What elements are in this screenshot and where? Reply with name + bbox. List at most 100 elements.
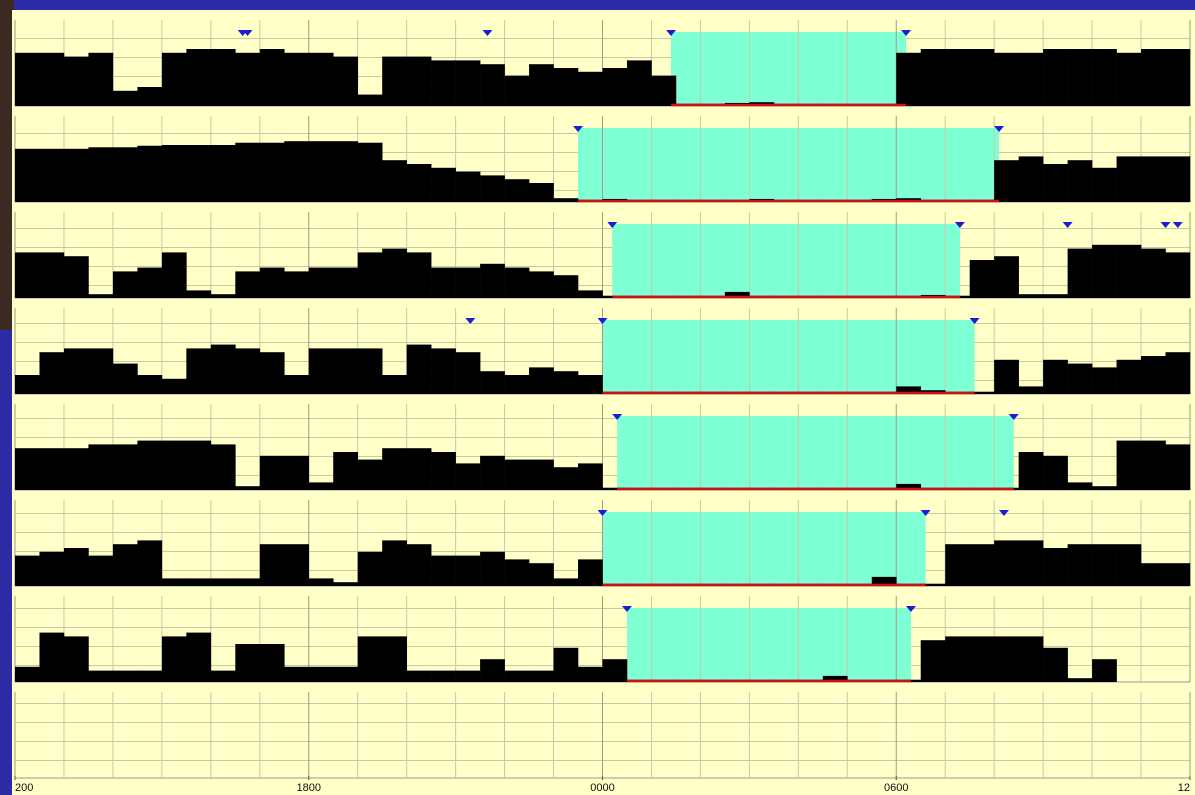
- activity-bar: [456, 671, 481, 682]
- activity-bar: [333, 452, 358, 490]
- activity-bar: [529, 64, 554, 106]
- activity-bar: [284, 375, 309, 394]
- activity-bar: [1092, 486, 1117, 490]
- activity-bar: [211, 145, 236, 202]
- activity-bar: [578, 72, 603, 106]
- activity-bar: [39, 552, 64, 586]
- activity-bar: [1092, 245, 1117, 298]
- activity-bar: [431, 168, 456, 202]
- activity-bar: [358, 143, 383, 202]
- activity-bar: [994, 636, 1019, 682]
- activity-bar: [211, 49, 236, 106]
- activity-bar: [505, 671, 530, 682]
- activity-bar: [1019, 53, 1044, 106]
- activity-bar: [235, 53, 260, 106]
- activity-bar: [994, 540, 1019, 586]
- activity-bar: [284, 53, 309, 106]
- activity-bar: [1141, 49, 1166, 106]
- activity-bar: [88, 671, 113, 682]
- activity-bar: [64, 636, 89, 682]
- activity-bar: [309, 348, 334, 394]
- activity-bar: [64, 448, 89, 490]
- activity-bar: [358, 252, 383, 298]
- activity-bar: [39, 53, 64, 106]
- activity-bar: [529, 367, 554, 394]
- activity-bar: [358, 552, 383, 586]
- activity-bar: [603, 659, 628, 682]
- activity-bar: [627, 60, 652, 106]
- activity-bar: [137, 441, 162, 490]
- activity-bar: [15, 556, 40, 586]
- activity-bar: [1092, 168, 1117, 202]
- activity-bar: [64, 548, 89, 586]
- activity-bar: [431, 268, 456, 298]
- activity-bar: [1043, 456, 1068, 490]
- activity-bar: [333, 667, 358, 682]
- activity-bar: [578, 463, 603, 490]
- activity-bar: [333, 268, 358, 298]
- x-tick-label: 0600: [884, 782, 908, 794]
- activity-bar: [1019, 294, 1044, 298]
- activity-bar: [407, 544, 432, 586]
- activity-bar: [407, 671, 432, 682]
- activity-bar: [382, 249, 407, 298]
- activity-bar: [162, 379, 187, 394]
- activity-bar: [431, 452, 456, 490]
- activity-bar: [1092, 659, 1117, 682]
- activity-bar: [554, 371, 579, 394]
- activity-bar: [1117, 156, 1142, 202]
- activity-bar: [431, 60, 456, 106]
- activity-bar: [15, 667, 40, 682]
- activity-bar: [333, 141, 358, 202]
- activity-bar: [1117, 245, 1142, 298]
- activity-bar: [970, 544, 995, 586]
- activity-bar: [162, 636, 187, 682]
- activity-bar: [1043, 49, 1068, 106]
- activity-bar: [137, 375, 162, 394]
- activity-bar: [186, 290, 211, 298]
- activity-bar: [1092, 367, 1117, 394]
- activity-bar: [88, 556, 113, 586]
- x-tick-label: 0000: [590, 782, 614, 794]
- activity-bar: [39, 352, 64, 394]
- activity-bar: [1117, 544, 1142, 586]
- activity-bar: [529, 183, 554, 202]
- activity-bar: [284, 271, 309, 298]
- activity-bar: [137, 87, 162, 106]
- activity-bar: [15, 448, 40, 490]
- activity-bar: [260, 268, 285, 298]
- activity-bar: [113, 671, 138, 682]
- activity-bar: [88, 53, 113, 106]
- activity-bar: [1068, 249, 1093, 298]
- activity-bar: [1117, 53, 1142, 106]
- activity-bar: [480, 64, 505, 106]
- activity-bar: [994, 360, 1019, 394]
- activity-bar: [333, 582, 358, 586]
- activity-bar: [15, 53, 40, 106]
- activity-bar: [162, 145, 187, 202]
- activity-bar: [162, 441, 187, 490]
- activity-bar: [309, 667, 334, 682]
- activity-bar: [480, 175, 505, 202]
- activity-bar: [260, 352, 285, 394]
- activity-bar: [456, 172, 481, 202]
- activity-bar: [137, 540, 162, 586]
- activity-bar: [235, 348, 260, 394]
- activity-bar: [431, 671, 456, 682]
- activity-bar: [529, 460, 554, 490]
- activity-bar: [1166, 563, 1191, 586]
- activity-bar: [64, 256, 89, 298]
- activity-bar: [1092, 544, 1117, 586]
- activity-bar: [554, 467, 579, 490]
- activity-bar: [64, 149, 89, 202]
- activity-bar: [137, 671, 162, 682]
- activity-bar: [1141, 356, 1166, 394]
- background-photo: [0, 0, 14, 330]
- activity-bar: [162, 53, 187, 106]
- x-tick-label: 1800: [297, 782, 321, 794]
- activity-bar: [896, 53, 921, 106]
- activity-bar: [1043, 294, 1068, 298]
- activity-bar: [15, 252, 40, 298]
- activity-bar: [505, 375, 530, 394]
- activity-bar: [554, 68, 579, 106]
